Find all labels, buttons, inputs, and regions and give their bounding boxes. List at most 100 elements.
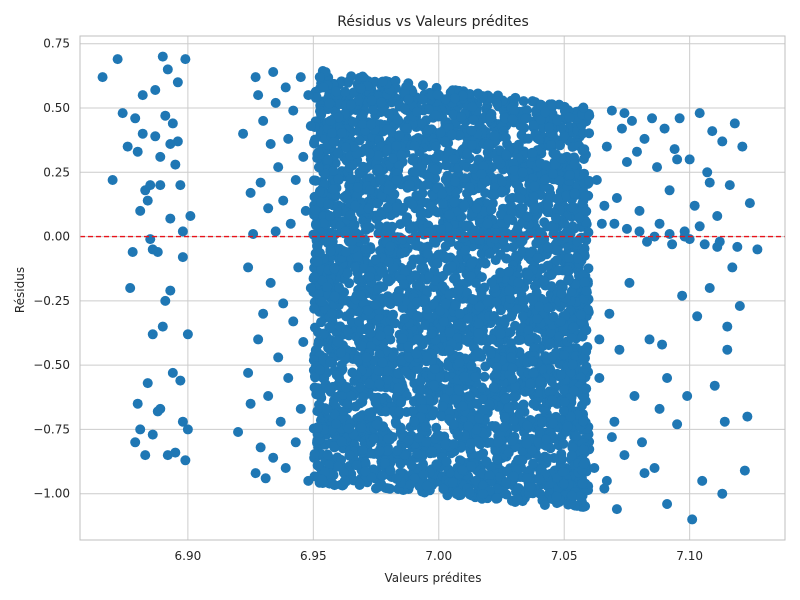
data-point <box>522 420 533 431</box>
data-point <box>336 359 347 370</box>
data-point <box>309 175 320 186</box>
data-point <box>323 199 334 210</box>
data-point <box>398 279 409 290</box>
data-point <box>182 329 193 340</box>
data-point <box>357 110 368 121</box>
data-point <box>500 113 511 124</box>
data-point <box>489 130 500 141</box>
data-point <box>562 265 573 276</box>
data-point <box>569 188 580 199</box>
data-point <box>466 460 477 471</box>
data-point <box>476 290 487 301</box>
data-point <box>175 375 186 386</box>
data-point <box>390 318 401 329</box>
data-point <box>398 202 409 213</box>
data-point <box>390 75 401 86</box>
data-point <box>265 139 276 149</box>
data-point <box>459 232 470 243</box>
data-point <box>145 234 156 245</box>
data-point <box>448 109 459 120</box>
data-point <box>401 215 412 226</box>
data-point <box>431 459 442 470</box>
data-point <box>322 404 333 415</box>
data-point <box>345 210 356 221</box>
data-point <box>574 212 585 223</box>
data-point <box>270 226 281 237</box>
data-point <box>343 423 354 434</box>
data-point <box>370 254 381 265</box>
data-point <box>324 210 335 221</box>
data-point <box>422 248 433 259</box>
data-point <box>403 341 414 352</box>
data-point <box>403 94 414 105</box>
data-point <box>559 350 570 361</box>
data-point <box>479 282 490 293</box>
data-point <box>324 460 335 471</box>
data-point <box>515 193 526 204</box>
data-point <box>117 108 128 119</box>
data-point <box>451 393 462 404</box>
data-point <box>325 322 336 333</box>
data-point <box>526 228 537 239</box>
data-point <box>430 153 441 164</box>
data-point <box>376 190 387 201</box>
data-point <box>659 123 670 134</box>
data-point <box>488 382 499 393</box>
data-point <box>346 100 357 111</box>
data-point <box>652 162 663 173</box>
data-point <box>423 104 434 115</box>
data-point <box>689 200 700 211</box>
data-point <box>399 103 410 114</box>
data-point <box>165 285 176 296</box>
data-point <box>329 480 340 491</box>
data-point <box>523 269 534 280</box>
data-point <box>250 72 261 83</box>
data-point <box>347 367 358 378</box>
data-point <box>449 93 460 104</box>
data-point <box>233 427 244 437</box>
data-point <box>137 128 148 139</box>
data-point <box>278 298 289 309</box>
data-point <box>368 464 379 475</box>
data-point <box>448 419 459 430</box>
data-point <box>329 409 340 420</box>
data-point <box>333 174 344 185</box>
data-point <box>473 328 484 339</box>
data-point <box>325 246 336 257</box>
data-point <box>355 382 366 393</box>
data-point <box>539 174 550 185</box>
data-point <box>488 311 499 322</box>
data-point <box>167 367 178 378</box>
data-point <box>345 173 356 184</box>
data-point <box>318 82 329 93</box>
data-point <box>358 161 369 172</box>
data-point <box>450 272 461 283</box>
data-point <box>112 54 123 65</box>
data-point <box>517 203 528 214</box>
y-tick-label: 0.00 <box>43 230 70 244</box>
data-point <box>385 483 396 494</box>
data-point <box>606 105 617 116</box>
data-point <box>583 227 594 238</box>
data-point <box>553 331 564 342</box>
data-point <box>454 130 465 141</box>
data-point <box>413 432 424 443</box>
data-point <box>278 195 289 206</box>
data-point <box>458 371 469 382</box>
data-point <box>411 297 422 308</box>
data-point <box>420 155 431 166</box>
data-point <box>334 282 345 293</box>
data-point <box>167 118 178 129</box>
data-point <box>534 134 545 145</box>
data-point <box>130 113 141 124</box>
data-point <box>694 221 705 232</box>
data-point <box>699 239 710 250</box>
data-point <box>457 465 468 476</box>
data-point <box>545 327 556 338</box>
data-point <box>429 164 440 175</box>
data-point <box>380 406 391 417</box>
data-point <box>406 460 417 471</box>
data-point <box>325 356 336 367</box>
data-point <box>611 504 622 515</box>
data-point <box>684 154 695 165</box>
